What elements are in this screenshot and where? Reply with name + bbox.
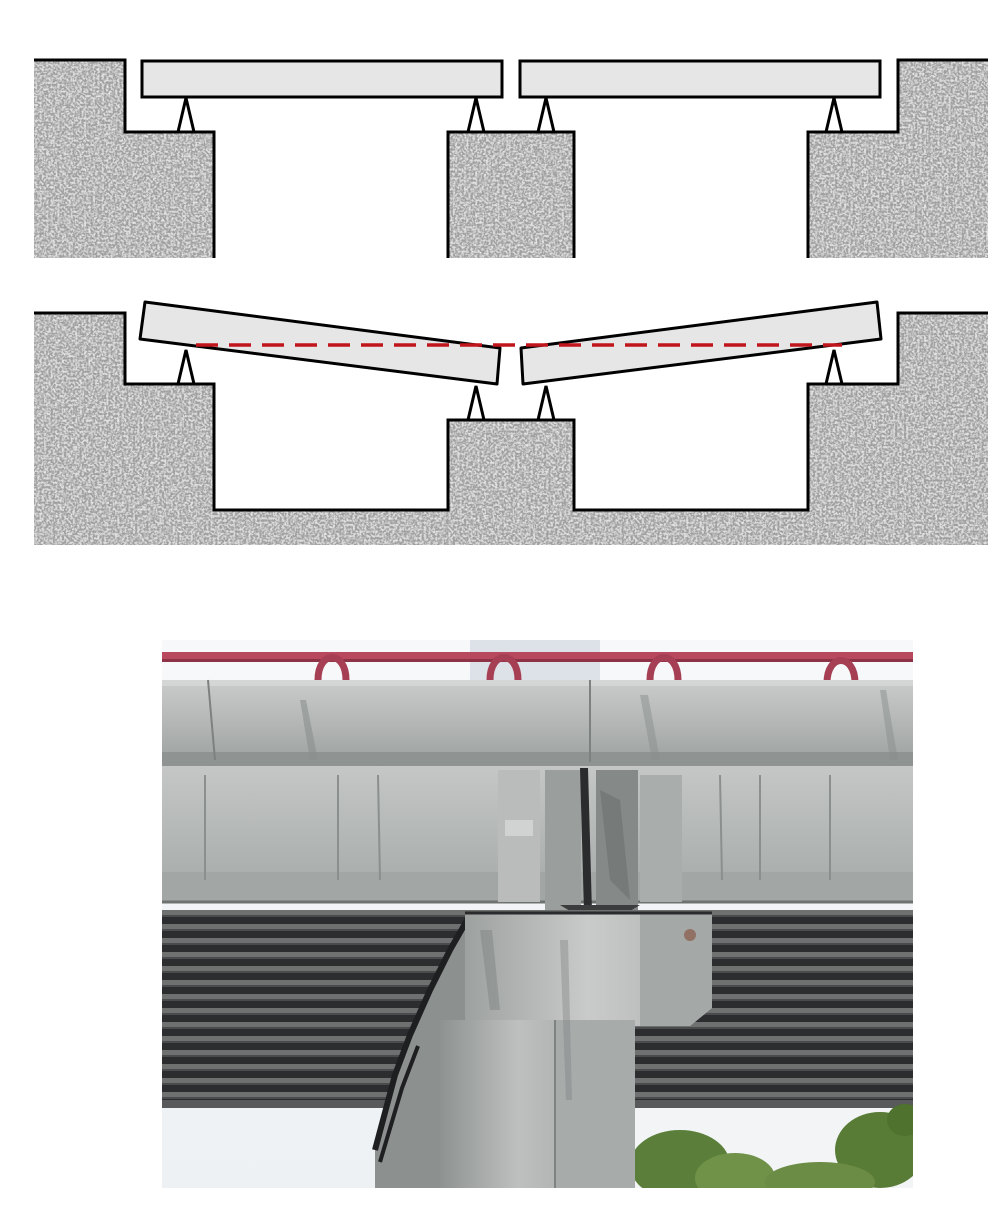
girder-left — [140, 59, 504, 99]
top-bearings — [176, 97, 844, 133]
bearing — [176, 97, 196, 133]
ground-mass — [34, 313, 988, 545]
ground-right-block — [808, 60, 988, 258]
girder-left-tilted — [138, 300, 502, 386]
bridge-deck — [162, 679, 913, 766]
girder-right — [518, 59, 882, 99]
bearing — [824, 349, 844, 385]
trees — [630, 1104, 913, 1188]
bearing — [466, 385, 486, 421]
bearing — [536, 97, 556, 133]
bottom-diagram — [34, 300, 988, 545]
top-ground — [34, 58, 988, 258]
bridge-railing — [162, 652, 913, 684]
bottom-ground — [34, 311, 988, 545]
bearing — [466, 97, 486, 133]
bottom-girders — [138, 300, 883, 386]
bottom-bearings — [176, 349, 844, 421]
pier-center-block — [448, 132, 574, 258]
bearing — [176, 349, 196, 385]
top-diagram — [34, 58, 988, 258]
bearing — [536, 385, 556, 421]
bridge-photo — [162, 640, 913, 1188]
ground-left-block — [34, 60, 214, 258]
pier — [372, 911, 712, 1188]
girder-right-tilted — [519, 300, 883, 386]
top-girders — [140, 59, 882, 99]
bearing — [824, 97, 844, 133]
bridge-girders — [162, 766, 913, 914]
